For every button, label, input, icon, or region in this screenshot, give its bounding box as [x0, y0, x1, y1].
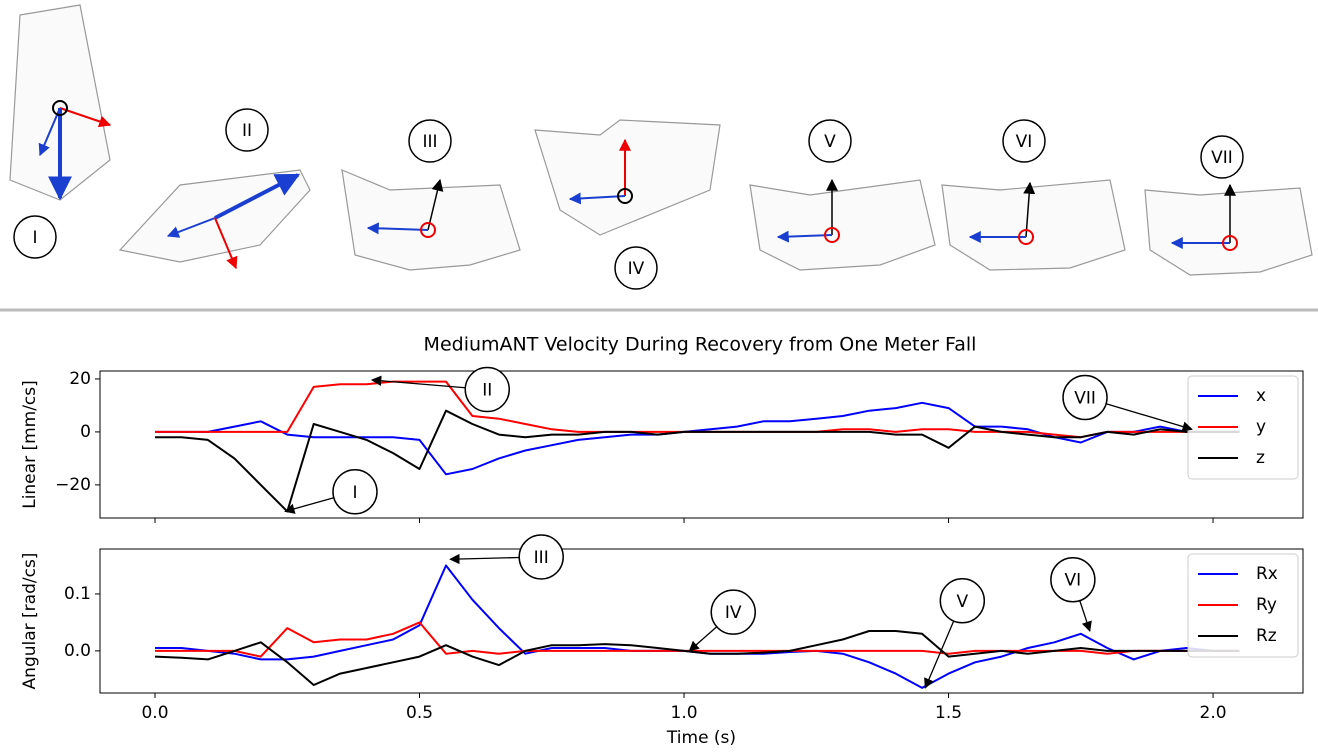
annotation-text: VII [1074, 388, 1096, 408]
stage-text: II [242, 121, 252, 141]
legend-label: x [1256, 386, 1266, 406]
annotation-text: V [956, 592, 968, 612]
stage-text: I [32, 228, 37, 248]
robot-7 [1145, 188, 1312, 275]
annotation-arrow [1080, 601, 1090, 631]
annotation-text: IV [725, 603, 742, 623]
series-line [155, 411, 1240, 512]
chart-title: MediumANT Velocity During Recovery from … [424, 334, 977, 356]
stage-label: II [226, 109, 268, 151]
figure: I II III IV V VI VII MediumANT Velocity … [0, 0, 1318, 752]
annotation-text: VI [1065, 571, 1082, 591]
stage-text: V [824, 132, 836, 152]
stage-text: VI [1016, 132, 1033, 152]
x-tick-label: 0.0 [141, 703, 168, 723]
stage-label: VI [1003, 120, 1045, 162]
robot-5 [750, 180, 935, 270]
robot-6 [942, 180, 1125, 270]
plot-area [100, 549, 1303, 693]
x-tick-label: 2.0 [1200, 703, 1227, 723]
x-tick-label: 0.5 [406, 703, 433, 723]
annotation-arrow [285, 498, 334, 512]
legend-label: Ry [1256, 595, 1277, 615]
robot-4 [535, 120, 720, 235]
y-tick-label: 0 [80, 422, 91, 442]
series-line [155, 631, 1240, 685]
stage-text: III [422, 132, 437, 152]
y-tick-label: 0.0 [64, 641, 91, 661]
annotation-arrow [450, 558, 519, 560]
y-tick-label: 20 [69, 369, 91, 389]
x-tick-label: 1.5 [935, 703, 962, 723]
legend-label: y [1256, 417, 1266, 437]
annotation-arrow [689, 627, 716, 651]
x-tick-label: 1.0 [671, 703, 698, 723]
legend-label: z [1256, 448, 1265, 468]
stage-text: VII [1211, 148, 1233, 168]
annotation-text: II [482, 381, 492, 401]
annotation-text: I [352, 483, 357, 503]
stage-label: III [409, 120, 451, 162]
illustrations: I II III IV V VI VII [10, 5, 1312, 289]
plot-area [100, 371, 1303, 518]
y-axis-label: Angular [rad/cs] [20, 553, 40, 690]
y-axis-label: Linear [mm/cs] [20, 380, 40, 509]
legend-label: Rx [1256, 564, 1278, 584]
y-tick-label: −20 [55, 475, 91, 495]
annotation-text: III [534, 548, 549, 568]
stage-text: IV [628, 259, 645, 279]
stage-label: VII [1201, 136, 1243, 178]
annotation-arrow [1106, 404, 1192, 430]
stage-label: IV [615, 247, 657, 289]
stage-label: I [14, 216, 56, 258]
stage-label: V [809, 120, 851, 162]
legend-label: Rz [1256, 626, 1277, 646]
y-tick-label: 0.1 [64, 584, 91, 604]
x-axis-label: Time (s) [666, 728, 736, 748]
